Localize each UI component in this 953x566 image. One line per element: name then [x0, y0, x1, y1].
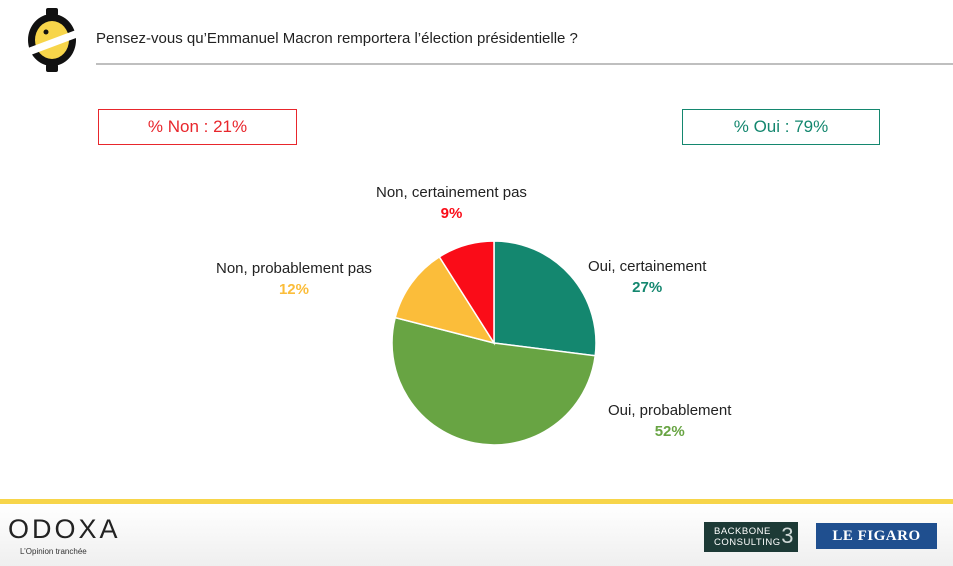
odoxa-logo: ODOXA	[8, 514, 121, 544]
odoxa-tagline: L’Opinion tranchée	[20, 547, 87, 556]
footer	[0, 504, 953, 566]
backbone-mark: 3	[781, 523, 794, 548]
label-oui-probablement-pct: 52%	[654, 423, 685, 440]
label-oui-certainement-pct: 27%	[632, 279, 663, 296]
label-oui-certainement: Oui, certainement 27%	[588, 258, 706, 296]
header-divider	[96, 63, 953, 65]
label-oui-probablement-text: Oui, probablement	[608, 402, 732, 419]
label-non-probablement-pas-text: Non, probablement pas	[216, 260, 372, 277]
label-non-certainement-pas-text: Non, certainement pas	[376, 184, 527, 201]
label-non-certainement-pas-pct: 9%	[440, 205, 463, 222]
pie-chart	[391, 240, 597, 446]
slice-non-probablement-pas	[394, 255, 496, 345]
backbone-consulting-logo: BACKBONE CONSULTING 3	[704, 522, 798, 552]
label-non-certainement-pas: Non, certainement pas 9%	[376, 184, 527, 222]
odoxa-badge-icon	[28, 8, 76, 72]
total-non-box: % Non : 21%	[98, 109, 297, 145]
label-oui-certainement-text: Oui, certainement	[588, 258, 707, 275]
le-figaro-logo: LE FIGARO	[816, 523, 937, 549]
slice-oui-certainement	[493, 240, 597, 357]
slice-non-certainement-pas	[438, 240, 495, 346]
backbone-line1: BACKBONE	[714, 526, 771, 537]
footer-accent-band	[0, 499, 953, 504]
slice-oui-probablement	[391, 316, 597, 446]
survey-question: Pensez-vous qu’Emmanuel Macron remporter…	[96, 30, 578, 47]
label-non-probablement-pas-pct: 12%	[278, 281, 309, 298]
total-oui-box: % Oui : 79%	[682, 109, 880, 145]
backbone-line2: CONSULTING	[714, 537, 781, 548]
label-non-probablement-pas: Non, probablement pas 12%	[216, 260, 372, 298]
label-oui-probablement: Oui, probablement 52%	[608, 402, 731, 440]
